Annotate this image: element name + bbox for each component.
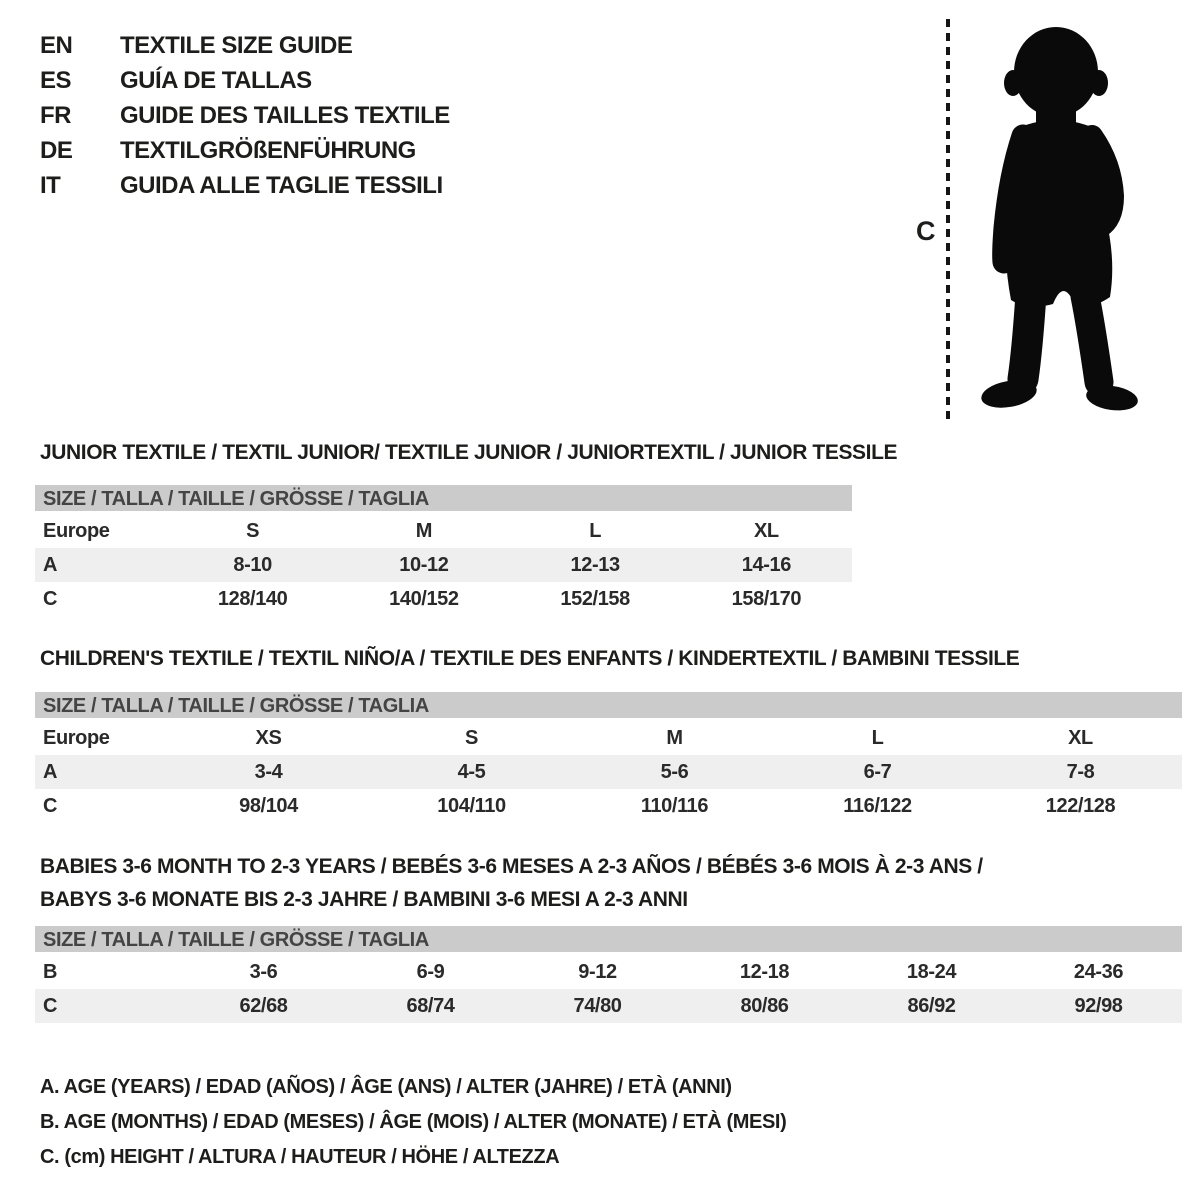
col-header: S [465,727,478,749]
lang-code: DE [40,137,73,164]
table-cell: 6-7 [863,761,892,783]
table-cell: 74/80 [573,995,622,1017]
row-label: A [43,761,58,783]
section-title-line-1: BABIES 3-6 MONTH TO 2-3 YEARS / BEBÉS 3-… [40,855,983,878]
table-cell: 10-12 [399,554,449,576]
legend-line-c: C. (cm) HEIGHT / ALTURA / HAUTEUR / HÖHE… [40,1146,560,1168]
table-row-age-months: B 3-6 6-9 9-12 12-18 18-24 24-36 [35,955,1182,989]
table-cell: 86/92 [907,995,956,1017]
lang-title: GUIDE DES TAILLES TEXTILE [120,102,450,129]
table-cell: 98/104 [239,795,298,817]
size-header-bar: SIZE / TALLA / TAILLE / GRÖSSE / TAGLIA [35,692,1182,721]
table-cell: 6-9 [416,961,445,983]
section-junior-textile: JUNIOR TEXTILE / TEXTIL JUNIOR/ TEXTILE … [35,436,898,616]
table-cell: 5-6 [660,761,689,783]
col-header: XS [255,727,282,749]
table-cell: 104/110 [437,795,506,817]
legend-line-a: A. AGE (YEARS) / EDAD (AÑOS) / ÂGE (ANS)… [40,1076,732,1098]
col-header: XL [753,520,779,542]
lang-row-fr: FR GUIDE DES TAILLES TEXTILE [40,98,450,133]
col-header: M [415,520,433,542]
toddler-silhouette-icon [981,27,1138,411]
table-cell: 152/158 [560,588,630,610]
babies-size-table: SIZE / TALLA / TAILLE / GRÖSSE / TAGLIA … [35,926,1182,1023]
col-header: M [666,727,683,749]
lang-title: GUIDA ALLE TAGLIE TESSILI [120,172,443,199]
table-cell: 158/170 [731,588,802,610]
lang-code: FR [40,102,72,129]
table-cell: 140/152 [389,588,459,610]
section-babies-textile: BABIES 3-6 MONTH TO 2-3 YEARS / BEBÉS 3-… [35,850,1182,1023]
section-title: CHILDREN'S TEXTILE / TEXTIL NIÑO/A / TEX… [40,647,1020,670]
lang-title: TEXTILE SIZE GUIDE [120,32,353,59]
table-cell: 92/98 [1074,995,1123,1017]
table-cell: 62/68 [239,995,288,1017]
row-label: Europe [43,727,110,749]
table-cell: 110/116 [640,795,709,817]
row-label: Europe [43,520,110,542]
section-childrens-textile: CHILDREN'S TEXTILE / TEXTIL NIÑO/A / TEX… [35,642,1182,823]
table-cell: 80/86 [740,995,789,1017]
height-measure-figure: C [900,10,1190,430]
table-cell: 14-16 [741,554,792,576]
table-row-height: C 62/68 68/74 74/80 80/86 86/92 92/98 [35,989,1182,1023]
lang-code: EN [40,32,73,59]
table-row-height: C 98/104 104/110 110/116 116/122 122/128 [35,789,1182,823]
table-cell: 3-4 [254,761,283,783]
size-header-bar: SIZE / TALLA / TAILLE / GRÖSSE / TAGLIA [35,926,1182,955]
table-row-age: A 3-4 4-5 5-6 6-7 7-8 [35,755,1182,789]
row-label: C [43,995,58,1017]
language-title-block: EN TEXTILE SIZE GUIDE ES GUÍA DE TALLAS … [40,28,450,203]
table-cell: 12-13 [570,554,621,576]
row-label: C [43,795,58,817]
legend-line-b: B. AGE (MONTHS) / EDAD (MESES) / ÂGE (MO… [40,1111,787,1133]
lang-title: TEXTILGRÖßENFÜHRUNG [120,137,416,164]
lang-title: GUÍA DE TALLAS [120,67,312,94]
section-title-line-2: BABYS 3-6 MONATE BIS 2-3 JAHRE / BAMBINI… [40,888,688,911]
col-header: L [871,727,884,749]
table-cell: 9-12 [578,961,617,983]
lang-row-de: DE TEXTILGRÖßENFÜHRUNG [40,133,450,168]
table-cell: 7-8 [1066,761,1095,783]
col-header: XL [1068,727,1093,749]
col-header: L [589,520,602,542]
row-label: C [43,588,58,610]
section-title: JUNIOR TEXTILE / TEXTIL JUNIOR/ TEXTILE … [40,441,898,464]
measure-legend: A. AGE (YEARS) / EDAD (AÑOS) / ÂGE (ANS)… [40,1070,787,1175]
table-cell: 128/140 [217,588,288,610]
table-row-europe: Europe S M L XL [35,514,852,548]
col-header: S [246,520,260,542]
junior-size-table: SIZE / TALLA / TAILLE / GRÖSSE / TAGLIA … [35,485,852,616]
measure-c-label: C [916,216,936,246]
table-cell: 18-24 [906,961,957,983]
lang-row-it: IT GUIDA ALLE TAGLIE TESSILI [40,168,450,203]
table-cell: 4-5 [457,761,486,783]
table-row-europe: Europe XS S M L XL [35,721,1182,755]
table-cell: 12-18 [739,961,790,983]
table-cell: 24-36 [1073,961,1124,983]
size-header-bar: SIZE / TALLA / TAILLE / GRÖSSE / TAGLIA [35,485,852,514]
table-cell: 8-10 [233,554,272,576]
table-cell: 116/122 [843,795,912,817]
lang-code: ES [40,67,72,94]
row-label: B [43,961,58,983]
lang-row-es: ES GUÍA DE TALLAS [40,63,450,98]
lang-code: IT [40,172,61,199]
table-cell: 68/74 [406,995,455,1017]
children-size-table: SIZE / TALLA / TAILLE / GRÖSSE / TAGLIA … [35,692,1182,823]
table-cell: 3-6 [249,961,278,983]
lang-row-en: EN TEXTILE SIZE GUIDE [40,28,450,63]
table-row-age: A 8-10 10-12 12-13 14-16 [35,548,852,582]
height-dashed-line-icon [946,19,950,421]
row-label: A [43,554,58,576]
table-row-height: C 128/140 140/152 152/158 158/170 [35,582,852,616]
table-cell: 122/128 [1045,795,1116,817]
